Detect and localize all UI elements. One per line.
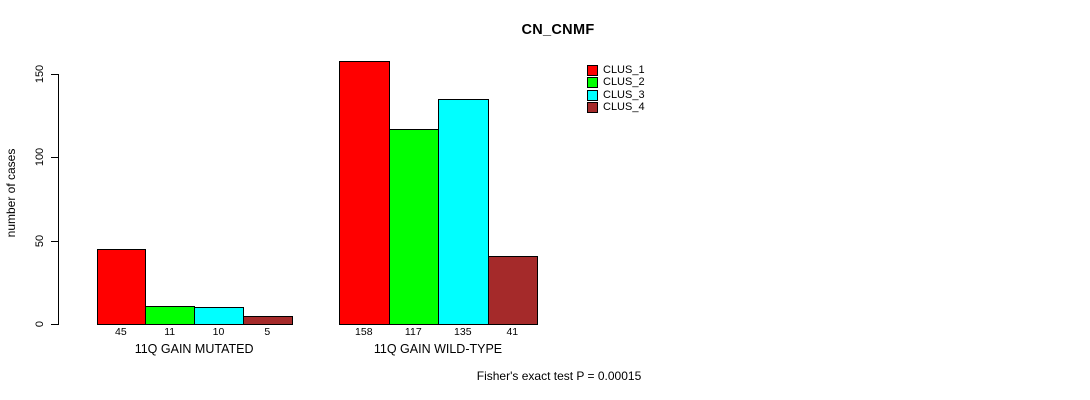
bar [145,306,196,325]
group-label: 11Q GAIN WILD-TYPE [373,342,503,356]
bar-value-label: 10 [212,326,225,338]
y-axis-tick-label: 0 [34,320,46,328]
bar-value-label: 117 [404,326,422,338]
bar-value-label: 5 [264,326,271,338]
y-axis-tick [51,74,58,75]
y-axis-tick-label: 50 [34,234,46,247]
bar [388,129,439,325]
legend-item: CLUS_2 [587,76,645,89]
bar-value-label: 45 [115,326,127,338]
bar [194,307,244,325]
bar-value-label: 11 [164,326,176,338]
legend-swatch [587,77,598,89]
legend-swatch [587,89,598,101]
y-axis-line [58,74,59,325]
legend-swatch [587,65,598,76]
legend-item: CLUS_3 [587,88,645,101]
legend-label: CLUS_1 [603,64,645,76]
bar-value-label: 158 [355,326,373,338]
y-axis-tick [51,240,58,242]
chart-title: CN_CNMF [521,22,595,38]
legend-item: CLUS_4 [587,100,645,113]
y-axis-tick [51,157,58,159]
legend-label: CLUS_3 [603,88,645,101]
y-axis-tick-label: 100 [34,148,46,167]
y-axis-tick [51,324,58,325]
bar [96,249,147,325]
legend-item: CLUS_1 [587,65,645,76]
y-axis-tick-label: 150 [34,64,46,84]
legend-swatch [587,101,598,113]
bar-value-label: 41 [506,326,519,338]
group-label: 11Q GAIN MUTATED [134,342,254,356]
bar [339,61,390,325]
legend-label: CLUS_4 [603,100,645,113]
bar [242,316,293,325]
legend-label: CLUS_2 [603,76,645,89]
bar-value-label: 135 [454,326,472,338]
fisher-test-footnote: Fisher's exact test P = 0.00015 [476,369,642,383]
bar [487,256,538,325]
bar [438,99,489,325]
legend: CLUS_1 CLUS_2 CLUS_3 CLUS_4 [587,65,645,114]
y-axis-title: number of cases [4,148,18,238]
